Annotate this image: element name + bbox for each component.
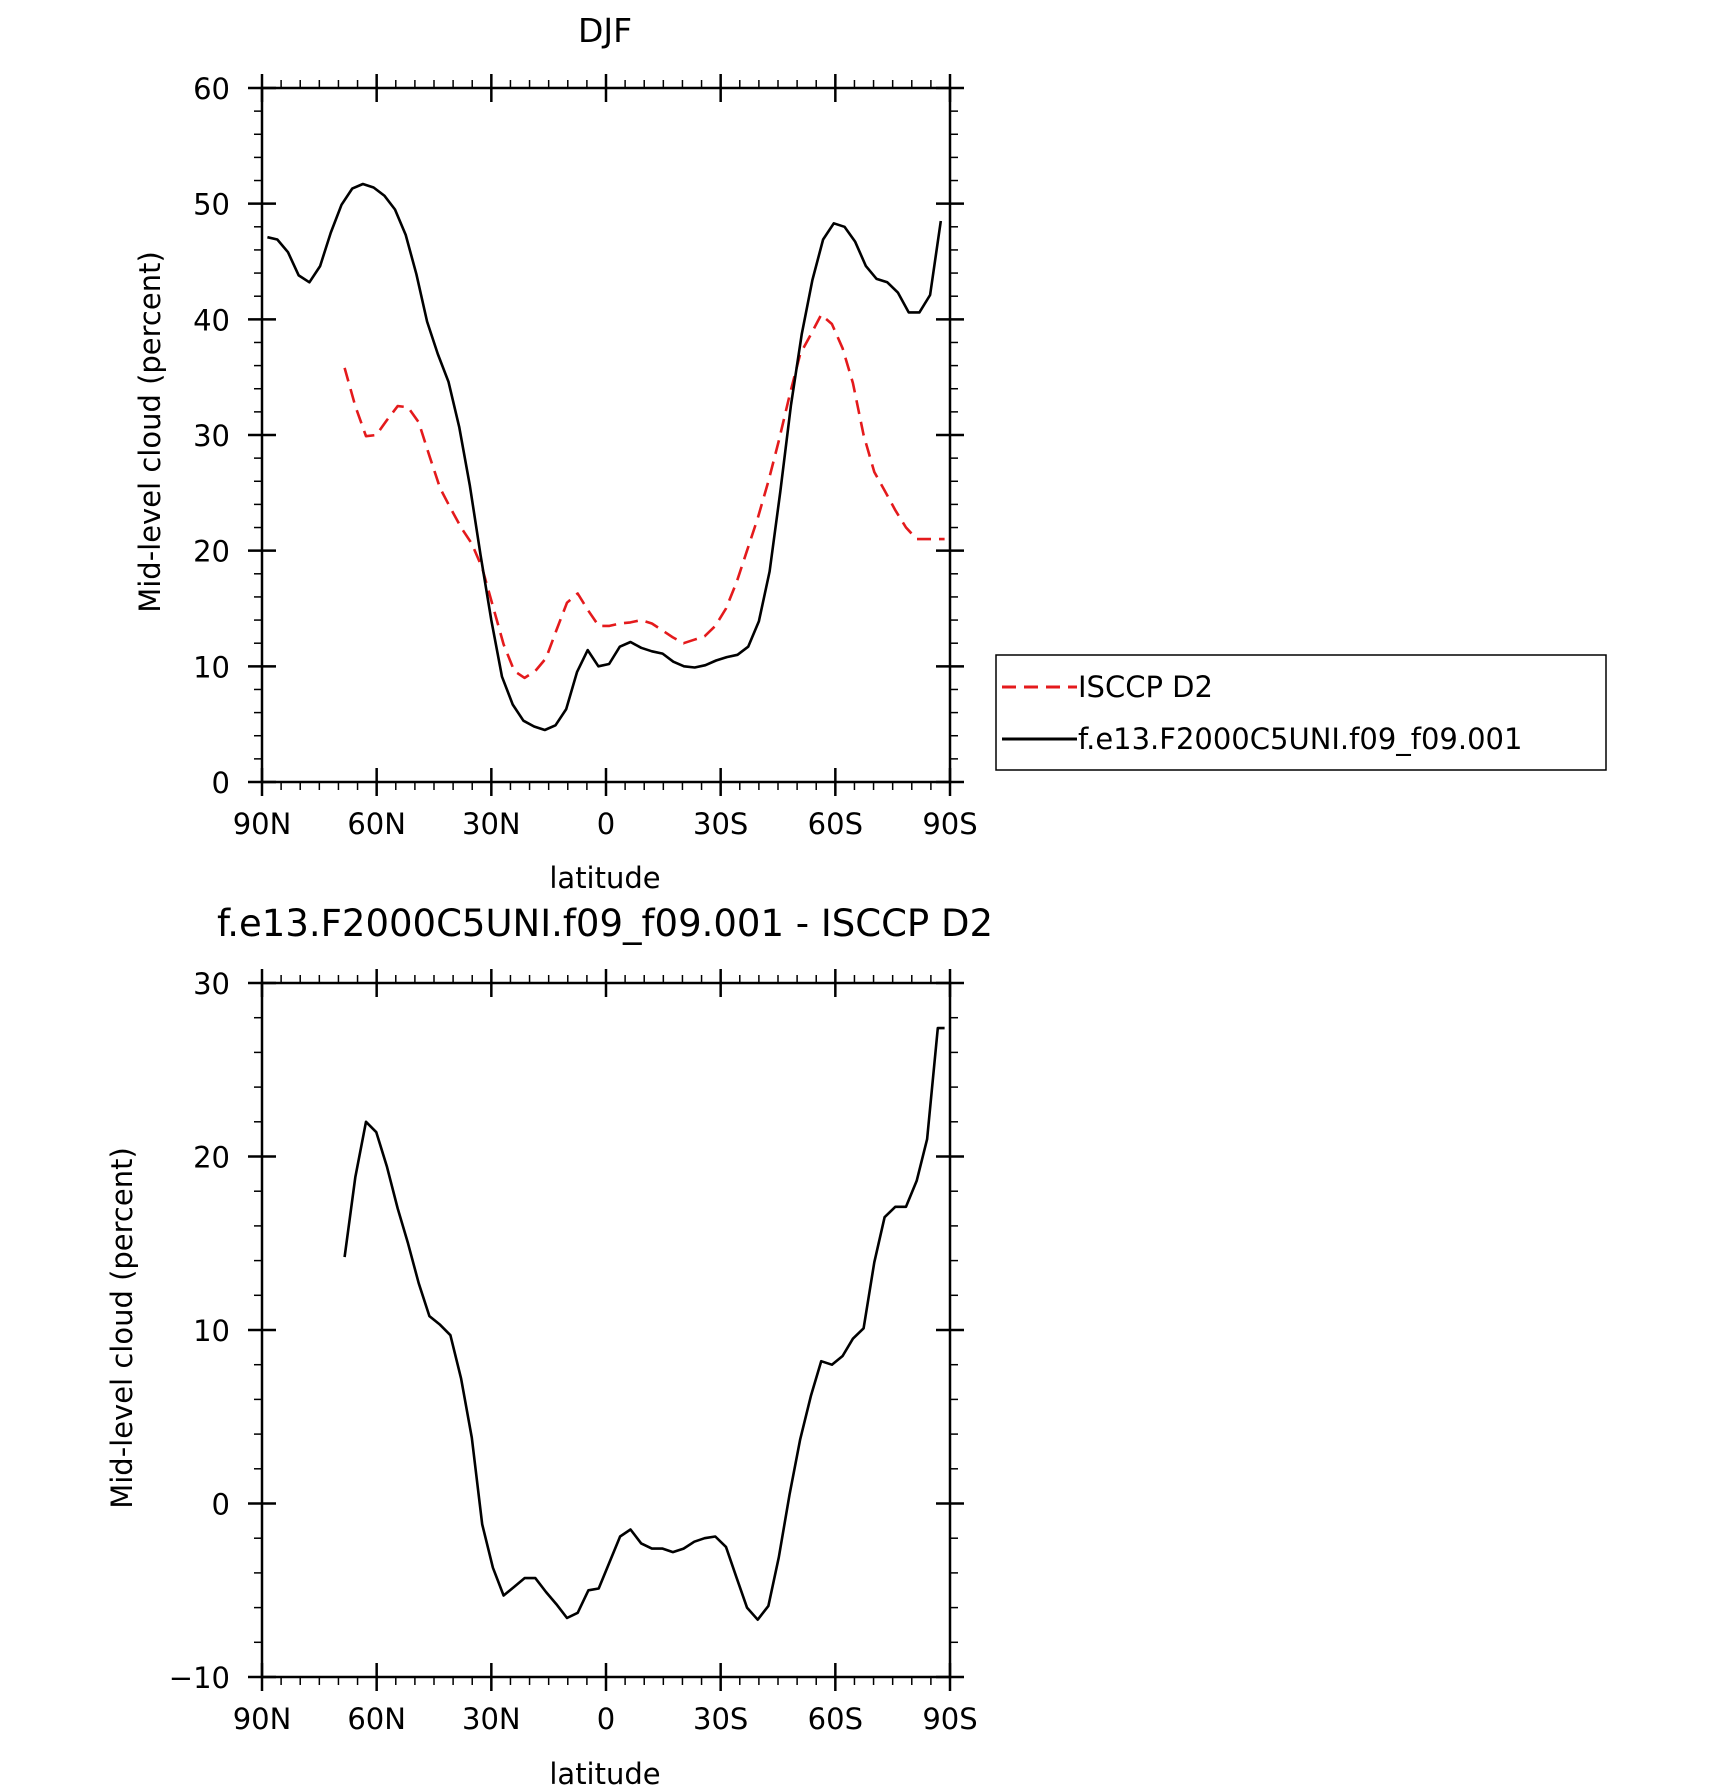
legend-label-isccp: ISCCP D2 bbox=[1078, 670, 1213, 704]
legend-box bbox=[995, 654, 1607, 771]
top-panel: DJF 90N 60N 30N 0 30S 60S 90S 0 10 20 30 40 50 60 lat… bbox=[133, 11, 978, 895]
bottom-panel: f.e13.F2000C5UNI.f09_f09.001 - ISCCP D2 … bbox=[105, 902, 993, 1789]
y-tick-label: 20 bbox=[193, 535, 230, 569]
x-tick-label: 0 bbox=[597, 1702, 615, 1736]
top-plot-area: 90N 60N 30N 0 30S 60S 90S 0 10 20 30 40 50 60 bbox=[193, 72, 978, 841]
y-tick-label: 40 bbox=[193, 303, 230, 337]
x-tick-label: 60N bbox=[347, 1702, 406, 1736]
y-tick-label: 30 bbox=[193, 419, 230, 453]
series-line-difference bbox=[343, 1026, 945, 1621]
x-tick-label: 60S bbox=[808, 807, 863, 841]
series-line-f-e13-f2000c5uni-f09-f09-001 bbox=[267, 182, 943, 732]
top-y-axis-label: Mid-level cloud (percent) bbox=[133, 251, 167, 613]
x-tick-label: 30S bbox=[693, 1702, 748, 1736]
y-tick-label: 30 bbox=[193, 967, 230, 1001]
x-tick-label: 30N bbox=[462, 1702, 521, 1736]
x-tick-label: 60N bbox=[347, 807, 406, 841]
legend-label-model: f.e13.F2000C5UNI.f09_f09.001 bbox=[1078, 722, 1522, 756]
bottom-chart-title: f.e13.F2000C5UNI.f09_f09.001 - ISCCP D2 bbox=[217, 902, 993, 945]
y-tick-label: 60 bbox=[193, 72, 230, 106]
top-x-axis-label: latitude bbox=[549, 861, 660, 895]
legend: ISCCP D2 f.e13.F2000C5UNI.f09_f09.001 bbox=[995, 654, 1607, 771]
x-tick-label: 90N bbox=[233, 1702, 292, 1736]
y-tick-label: 0 bbox=[212, 1488, 230, 1522]
series-line-isccp-d2 bbox=[343, 313, 945, 680]
x-tick-label: 90S bbox=[922, 1702, 977, 1736]
x-tick-label: 0 bbox=[597, 807, 615, 841]
y-tick-label: −10 bbox=[169, 1661, 230, 1695]
x-tick-label: 90N bbox=[233, 807, 292, 841]
y-tick-label: 20 bbox=[193, 1141, 230, 1175]
y-tick-label: 50 bbox=[193, 188, 230, 222]
y-tick-label: 10 bbox=[193, 650, 230, 684]
x-tick-label: 90S bbox=[922, 807, 977, 841]
top-chart-title: DJF bbox=[578, 11, 632, 50]
x-tick-label: 60S bbox=[808, 1702, 863, 1736]
bottom-plot-area: 90N 60N 30N 0 30S 60S 90S −10 0 10 20 30 bbox=[169, 967, 978, 1736]
x-tick-label: 30S bbox=[693, 807, 748, 841]
x-tick-label: 30N bbox=[462, 807, 521, 841]
bottom-x-axis-label: latitude bbox=[549, 1757, 660, 1789]
y-tick-label: 10 bbox=[193, 1314, 230, 1348]
y-tick-label: 0 bbox=[212, 766, 230, 800]
bottom-y-axis-label: Mid-level cloud (percent) bbox=[105, 1147, 139, 1509]
